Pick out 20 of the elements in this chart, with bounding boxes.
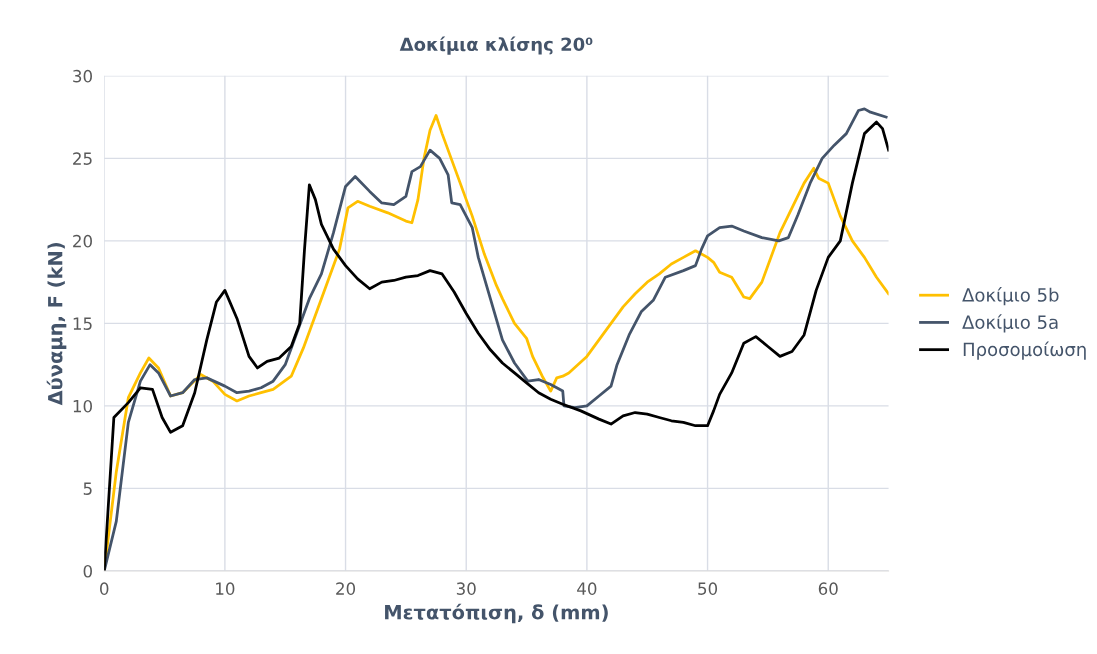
legend-label: Δοκίμιο 5b — [962, 287, 1059, 306]
y-tick-label: 15 — [73, 317, 92, 330]
x-tick-label: 50 — [698, 582, 718, 595]
y-tick-label: 25 — [73, 152, 92, 165]
y-tick-label: 5 — [83, 482, 92, 495]
x-tick-label: 60 — [818, 582, 838, 595]
x-tick-label: 40 — [577, 582, 597, 595]
x-tick-label: 0 — [100, 582, 109, 595]
chart-title: Δοκίμια κλίσης 20⁰ — [399, 36, 593, 55]
x-tick-label: 10 — [216, 582, 235, 595]
y-axis-title: Δύναμη, F (kN) — [46, 243, 67, 406]
y-tick-label: 30 — [73, 69, 92, 83]
x-axis-title: Μετατόπιση, δ (mm) — [385, 603, 608, 624]
legend-label: Προσομοίωση — [963, 341, 1086, 360]
legend-label: Δοκίμιο 5a — [962, 314, 1058, 333]
y-tick-label: 0 — [83, 564, 92, 578]
y-tick-label: 20 — [73, 234, 92, 248]
x-tick-label: 20 — [336, 582, 356, 595]
y-tick-label: 10 — [73, 399, 92, 413]
x-tick-label: 30 — [456, 582, 476, 595]
